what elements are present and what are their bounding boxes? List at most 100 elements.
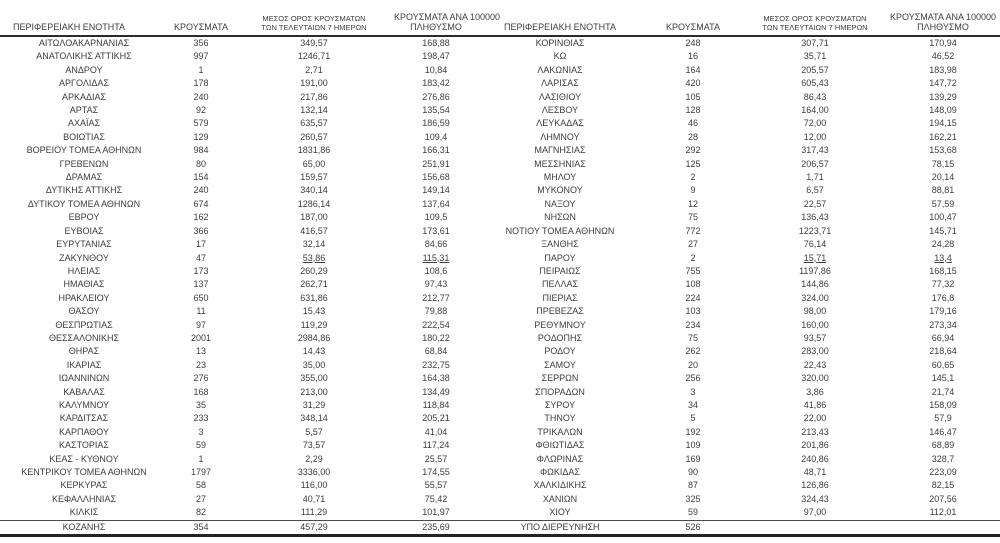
table-row: ΗΡΑΚΛΕΙΟΥ 650 631,86 212,77 ΠΙΕΡΙΑΣ 224 324,00…	[0, 292, 1000, 305]
header-region-left: ΠΕΡΙΦΕΡΕΙΑΚΗ ΕΝΟΤΗΤΑ	[0, 12, 168, 37]
cell-right-cases: 234	[685, 319, 701, 330]
cell-left-cases: 1	[198, 453, 204, 464]
cell-right-region: ΛΕΥΚΑΔΑΣ	[536, 118, 584, 129]
cell-left-avg7: 15,43	[302, 306, 326, 317]
cell-right-avg7: 22,43	[803, 359, 827, 370]
cell-left-per100k: 135,54	[422, 105, 450, 116]
cell-left-avg7: 2,71	[305, 64, 323, 75]
cell-left-avg7: 416,57	[300, 225, 328, 236]
cell-right-region: ΝΑΞΟΥ	[544, 198, 576, 209]
cell-right-cases: 192	[685, 426, 701, 437]
cell-left-avg7: 213,00	[300, 386, 328, 397]
cell-right-avg7: 15,71	[803, 252, 827, 263]
cell-left-region: ΑΡΓΟΛΙΔΑΣ	[59, 78, 109, 89]
cell-right-per100k: 57,9	[934, 413, 952, 424]
cell-right-per100k: 21,74	[931, 386, 955, 397]
cell-right-per100k: 273,34	[929, 319, 957, 330]
cell-right-per100k: 328,7	[931, 453, 955, 464]
cell-right-cases: 34	[687, 399, 698, 410]
cell-left-cases: 1797	[190, 467, 212, 477]
cell-left-per100k: 174,55	[422, 467, 450, 477]
cell-left-cases: 168	[193, 386, 209, 397]
cell-left-cases: 154	[193, 172, 209, 183]
table-row: ΒΟΙΩΤΙΑΣ 129 260,57 109,4 ΛΗΜΝΟΥ 28 12,00 162,2…	[0, 131, 1000, 144]
cell-right-cases: 325	[685, 493, 701, 504]
header-avg7-right-line1: ΜΕΣΟΣ ΟΡΟΣ ΚΡΟΥΣΜΑΤΩΝ	[763, 14, 867, 23]
cell-right-cases: 125	[685, 158, 701, 169]
cell-left-per100k: 183,42	[422, 78, 450, 89]
cell-right-avg7: 1,71	[806, 172, 824, 183]
cell-right-avg7: 76,14	[803, 239, 827, 250]
cell-right-per100k: 145,1	[931, 373, 955, 384]
cell-right-per100k: 146,47	[929, 426, 957, 437]
cell-left-region: ΕΥΡΥΤΑΝΙΑΣ	[56, 239, 112, 250]
cell-right-cases: 27	[687, 239, 698, 250]
table-row: ΑΝΔΡΟΥ 1 2,71 10,84 ΛΑΚΩΝΙΑΣ 164 205,57 183,98	[0, 64, 1000, 77]
cell-right-avg7: 35,71	[803, 51, 827, 62]
cell-left-cases: 178	[193, 78, 209, 89]
cell-left-cases: 276	[193, 373, 209, 384]
cell-right-avg7: 201,86	[801, 440, 829, 451]
cell-left-avg7: 260,29	[300, 265, 328, 276]
cell-left-avg7: 217,86	[300, 91, 328, 102]
cell-right-region: ΤΡΙΚΑΛΩΝ	[537, 426, 583, 437]
cell-left-cases: 35	[195, 399, 206, 410]
cell-right-region: ΜΕΣΣΗΝΙΑΣ	[534, 158, 586, 169]
cell-right-per100k: 183,98	[929, 64, 957, 75]
cell-left-region: ΚΙΛΚΙΣ	[69, 507, 99, 518]
cell-left-per100k: 173,61	[422, 225, 450, 236]
cell-left-avg7: 191,00	[300, 78, 328, 89]
cell-right-avg7: 605,43	[801, 78, 829, 89]
cell-right-region: ΦΩΚΙΔΑΣ	[540, 467, 580, 477]
cell-left-cases: 173	[193, 265, 209, 276]
table-row: ΘΑΣΟΥ 11 15,43 79,88 ΠΡΕΒΕΖΑΣ 103 98,00 179,16	[0, 305, 1000, 318]
cell-left-per100k: 108,6	[424, 265, 448, 276]
cell-right-cases: 5	[690, 413, 696, 424]
cell-left-region: ΘΑΣΟΥ	[68, 306, 100, 317]
cell-right-cases: 75	[687, 332, 698, 343]
header-per100k-left: ΚΡΟΥΣΜΑΤΑ ΑΝΑ 100000 ΠΛΗΘΥΣΜΟ	[394, 12, 500, 37]
cell-left-cases: 3	[198, 426, 204, 437]
header-avg7-right-line2: ΤΩΝ ΤΕΛΕΥΤΑΙΩΝ 7 ΗΜΕΡΩΝ	[762, 23, 868, 32]
cell-right-per100k: 57,59	[931, 198, 955, 209]
cell-left-per100k: 149,14	[422, 185, 450, 196]
cell-right-region: ΧΙΟΥ	[549, 507, 571, 518]
cell-left-region: ΚΕΝΤΡΙΚΟΥ ΤΟΜΕΑ ΑΘΗΝΩΝ	[21, 467, 147, 477]
cell-right-cases: 262	[685, 346, 701, 357]
table-row: ΙΚΑΡΙΑΣ 23 35,00 232,75 ΣΑΜΟΥ 20 22,43 60,65	[0, 359, 1000, 372]
header-avg7-left-line1: ΜΕΣΟΣ ΟΡΟΣ ΚΡΟΥΣΜΑΤΩΝ	[262, 14, 366, 23]
cell-left-region: ΚΑΒΑΛΑΣ	[63, 386, 105, 397]
header-cases-right: ΚΡΟΥΣΜΑΤΑ	[642, 12, 744, 37]
cell-right-per100k: 147,72	[929, 78, 957, 89]
table-row: ΚΕΝΤΡΙΚΟΥ ΤΟΜΕΑ ΑΘΗΝΩΝ 1797 3336,00 174,55 Φ…	[0, 466, 1000, 479]
cell-right-avg7: 6,57	[806, 185, 824, 196]
cell-right-region: ΛΑΡΙΣΑΣ	[541, 78, 579, 89]
cell-left-region: ΑΧΑΪΑΣ	[67, 118, 101, 129]
cell-left-per100k: 117,24	[422, 440, 450, 451]
cell-right-cases: 9	[690, 185, 696, 196]
cell-left-cases: 137	[193, 279, 209, 290]
header-region-right: ΠΕΡΙΦΕΡΕΙΑΚΗ ΕΝΟΤΗΤΑ	[478, 12, 642, 37]
cell-left-cases: 240	[193, 91, 209, 102]
cell-left-per100k: 168,88	[422, 38, 450, 48]
cell-left-region: ΔΡΑΜΑΣ	[65, 172, 103, 183]
cell-right-region: ΦΘΙΩΤΙΔΑΣ	[535, 440, 585, 451]
cell-left-per100k: 156,68	[422, 172, 450, 183]
cell-right-region: ΝΟΤΙΟΥ ΤΟΜΕΑ ΑΘΗΝΩΝ	[505, 225, 615, 236]
cell-right-cases: 420	[685, 78, 701, 89]
cell-left-per100k: 198,47	[422, 51, 450, 62]
cell-left-region: ΑΡΤΑΣ	[69, 105, 99, 116]
table-row: ΔΥΤΙΚΟΥ ΤΟΜΕΑ ΑΘΗΝΩΝ 674 1286,14 137,64 ΝΑΞΟ…	[0, 198, 1000, 211]
cell-right-avg7: 48,71	[803, 467, 827, 477]
header-cases-left-label: ΚΡΟΥΣΜΑΤΑ	[174, 22, 228, 32]
cell-right-region: ΠΕΙΡΑΙΩΣ	[539, 265, 581, 276]
cell-right-avg7: 240,86	[801, 453, 829, 464]
table-row: ΑΝΑΤΟΛΙΚΗΣ ΑΤΤΙΚΗΣ 997 1246,71 198,47 ΚΩ 16 35…	[0, 50, 1000, 63]
table-row: ΘΕΣΠΡΩΤΙΑΣ 97 119,29 222,54 ΡΕΘΥΜΝΟΥ 234 160,0…	[0, 319, 1000, 332]
cell-right-avg7: 1197,86	[799, 265, 831, 276]
cell-left-cases: 47	[195, 252, 206, 263]
cell-left-per100k: 55,57	[424, 480, 448, 491]
cell-left-avg7: 35,00	[302, 359, 326, 370]
cell-left-cases: 97	[195, 319, 206, 330]
cell-right-region: ΣΠΟΡΑΔΩΝ	[535, 386, 585, 397]
